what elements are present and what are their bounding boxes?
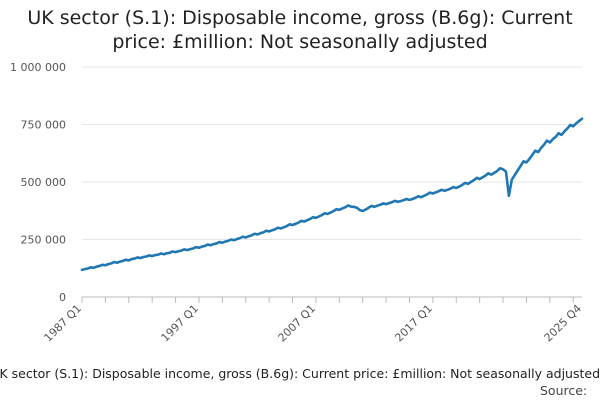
y-tick-label: 750 000 — [21, 119, 67, 132]
series-line — [80, 117, 584, 272]
chart-caption: UK sector (S.1): Disposable income, gros… — [0, 366, 600, 381]
x-tick-label: 1987 Q1 — [42, 302, 85, 345]
chart-title: UK sector (S.1): Disposable income, gros… — [27, 7, 573, 53]
x-axis-tick-labels: 1987 Q1 1997 Q1 2007 Q1 2017 Q1 2025 Q4 — [42, 302, 585, 345]
gridlines — [82, 66, 582, 298]
y-tick-label: 250 000 — [21, 234, 67, 247]
x-tick-label: 1997 Q1 — [159, 302, 202, 345]
x-tick-label: 2025 Q4 — [542, 302, 585, 345]
x-tick-label: 2007 Q1 — [276, 302, 319, 345]
source-label: Source: — [540, 383, 588, 398]
y-tick-label: 1 000 000 — [10, 61, 66, 74]
x-tick-label: 2017 Q1 — [392, 302, 435, 345]
x-axis — [81, 297, 574, 303]
y-tick-label: 0 — [59, 291, 66, 304]
y-tick-label: 500 000 — [21, 176, 67, 189]
y-axis-tick-labels: 0 250 000 500 000 750 000 1 000 000 — [10, 61, 66, 304]
